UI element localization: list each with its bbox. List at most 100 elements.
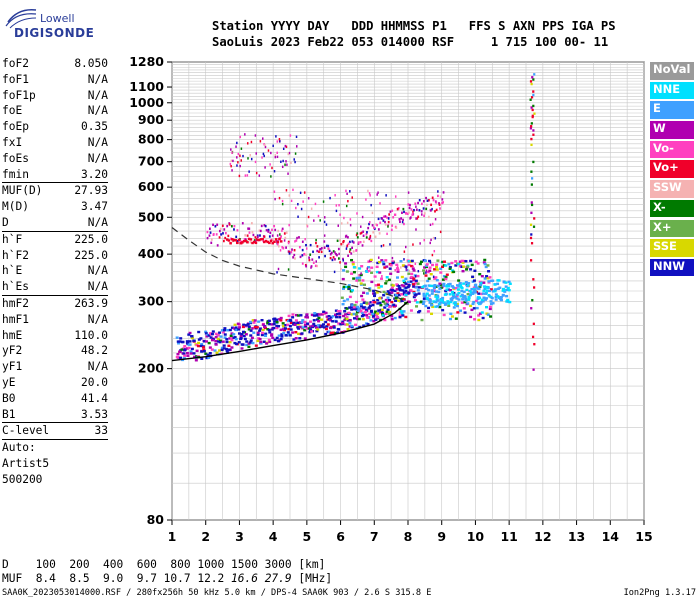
echo-point (370, 271, 374, 274)
echo-point (251, 327, 255, 330)
param-row: foEs N/A (2, 151, 108, 167)
echo-point (231, 151, 233, 155)
x-tick-label: 7 (370, 529, 379, 544)
echo-point (225, 349, 229, 352)
echo-point (351, 261, 355, 264)
echo-point (423, 284, 427, 287)
echo-point (264, 224, 267, 228)
echo-point (348, 295, 352, 299)
echo-point (269, 163, 271, 166)
echo-point (208, 234, 211, 237)
echo-point (355, 300, 359, 304)
header-labels: Station YYYY DAY DDD HHMMSS P1 FFS S AXN… (212, 19, 616, 33)
echo-point (284, 327, 288, 330)
echo-point (308, 258, 311, 262)
echo-point (533, 73, 536, 76)
echo-point (398, 287, 402, 290)
y-tick-label: 800 (138, 132, 164, 147)
echo-point (333, 270, 336, 274)
echo-point (460, 286, 464, 290)
echo-point (448, 267, 452, 270)
echo-point (245, 340, 249, 343)
echo-point (447, 283, 451, 286)
muf-values: 8.4 8.5 9.0 9.7 10.7 12.2 (35, 572, 232, 585)
echo-point (220, 346, 224, 350)
echo-point (369, 258, 373, 262)
echo-point (398, 314, 402, 317)
echo-point (390, 318, 394, 321)
echo-point (369, 194, 371, 197)
echo-point (356, 305, 360, 309)
echo-point (233, 224, 236, 228)
echo-point (304, 315, 308, 319)
echo-point (268, 322, 272, 326)
echo-point (279, 249, 282, 252)
echo-point (336, 253, 338, 257)
echo-point (299, 191, 302, 195)
echo-point (375, 291, 379, 294)
echo-point (277, 334, 281, 337)
echo-point (418, 262, 422, 266)
echo-point (218, 339, 222, 342)
echo-point (356, 212, 358, 215)
echo-point (316, 249, 319, 253)
echo-point (442, 201, 444, 204)
echo-point (365, 236, 368, 239)
echo-point (279, 140, 281, 143)
echo-point (320, 318, 324, 321)
param-separator (2, 230, 108, 232)
echo-point (532, 225, 536, 228)
echo-point (365, 270, 369, 273)
echo-point (401, 264, 405, 267)
echo-point (432, 286, 436, 289)
echo-point (285, 160, 287, 163)
param-value: 33 (94, 424, 108, 438)
echo-point (474, 260, 478, 263)
param-value: 225.0 (74, 248, 108, 262)
echo-point (404, 293, 408, 297)
echo-point (251, 341, 255, 345)
echo-point (439, 267, 443, 270)
echo-point (421, 202, 423, 206)
echo-point (366, 231, 368, 234)
echo-point (470, 308, 474, 312)
echo-point (391, 256, 394, 260)
echo-point (407, 300, 411, 304)
echo-point (467, 282, 471, 285)
echo-point (530, 242, 534, 245)
echo-point (258, 329, 262, 332)
echo-point (451, 269, 455, 272)
echo-point (295, 314, 299, 317)
echo-point (252, 331, 256, 334)
echo-point (408, 206, 411, 210)
echo-point (441, 260, 443, 264)
param-row: B0 41.4 (2, 391, 108, 407)
echo-point (472, 287, 476, 291)
echo-point (309, 328, 313, 331)
echo-point (400, 217, 403, 220)
echo-point (322, 310, 326, 314)
param-row: yF1 N/A (2, 359, 108, 375)
echo-point (429, 223, 432, 227)
echo-point (438, 203, 441, 206)
param-row: hmE 110.0 (2, 328, 108, 344)
param-row: D N/A (2, 215, 108, 231)
echo-point (287, 172, 289, 175)
echo-point (394, 293, 398, 297)
echo-point (367, 306, 371, 309)
echo-point (506, 300, 510, 303)
echo-point (406, 280, 410, 284)
echo-point (176, 340, 180, 343)
echo-point (409, 309, 413, 312)
echo-point (469, 315, 473, 319)
echo-point (215, 351, 219, 354)
echo-point (449, 312, 453, 315)
param-value: 48.2 (81, 344, 108, 358)
echo-point (384, 312, 388, 316)
param-name: hmE (2, 328, 23, 342)
echo-point (460, 259, 464, 263)
echo-point (327, 330, 331, 334)
echo-point (444, 276, 448, 279)
echo-point (301, 319, 305, 322)
y-tick-label: 1000 (129, 95, 164, 110)
